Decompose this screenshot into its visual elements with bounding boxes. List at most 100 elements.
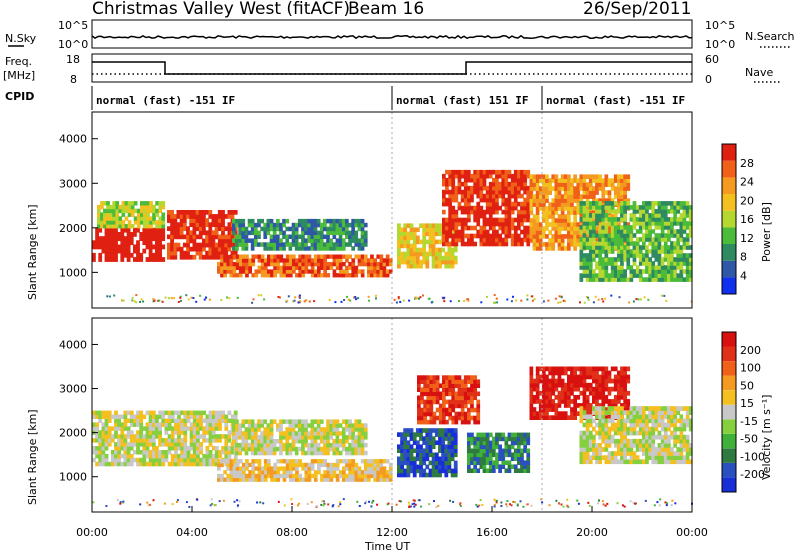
- heatmap-cell: [576, 382, 581, 388]
- heatmap-cell: [595, 230, 599, 235]
- heatmap-cell: [623, 374, 627, 380]
- heatmap-cell: [473, 225, 477, 231]
- heatmap-cell: [592, 273, 596, 278]
- heatmap-cell: [620, 390, 624, 396]
- heatmap-cell: [291, 435, 296, 440]
- heatmap-cell: [180, 453, 185, 459]
- heatmap-cell: [263, 442, 268, 448]
- heatmap-cell: [598, 366, 602, 372]
- heatmap-cell: [412, 432, 417, 437]
- heatmap-cell: [613, 237, 618, 242]
- heatmap-cell: [592, 210, 596, 215]
- heatmap-cell: [363, 222, 368, 228]
- heatmap-cell: [623, 370, 627, 376]
- heatmap-cell: [363, 242, 368, 247]
- heatmap-cell: [148, 244, 153, 250]
- heatmap-cell: [470, 233, 474, 239]
- heatmap-cell: [192, 457, 197, 463]
- heatmap-cell: [601, 277, 606, 282]
- heatmap-cell: [473, 395, 477, 401]
- nsearch-label: N.Search: [745, 30, 795, 43]
- heatmap-cell: [626, 378, 631, 384]
- heatmap-cell: [438, 223, 442, 228]
- heatmap-cell: [592, 178, 596, 183]
- heatmap-cell: [294, 242, 299, 247]
- heatmap-cell: [442, 189, 446, 195]
- heatmap-cell: [682, 245, 687, 250]
- heatmap-cell: [485, 237, 490, 243]
- heatmap-cell: [592, 301, 595, 304]
- heatmap-cell: [585, 451, 590, 456]
- heatmap-cell: [495, 205, 499, 211]
- heatmap-cell: [196, 457, 200, 463]
- heatmap-cell: [542, 395, 546, 400]
- heatmap-cell: [529, 210, 534, 215]
- heatmap-cell: [438, 411, 443, 417]
- heatmap-cell: [106, 295, 109, 298]
- heatmap-cell: [285, 269, 290, 274]
- heatmap-cell: [313, 439, 318, 444]
- heatmap-cell: [292, 473, 296, 479]
- heatmap-cell: [538, 202, 543, 207]
- heatmap-cell: [319, 450, 324, 456]
- heatmap-cell: [447, 251, 452, 257]
- heatmap-cell: [115, 216, 120, 221]
- heatmap-cell: [506, 298, 509, 301]
- heatmap-cell: [167, 414, 172, 419]
- heatmap-cell: [545, 234, 549, 239]
- heatmap-cell: [133, 442, 137, 447]
- heatmap-cell: [579, 174, 584, 179]
- heatmap-cell: [488, 452, 493, 458]
- heatmap-cell: [351, 473, 356, 479]
- heatmap-cell: [448, 221, 452, 227]
- heatmap-cell: [588, 213, 593, 218]
- heatmap-cell: [208, 453, 213, 459]
- heatmap-cell: [273, 470, 277, 475]
- heatmap-cell: [467, 193, 471, 199]
- heatmap-cell: [485, 444, 490, 450]
- heatmap-cell: [470, 399, 474, 405]
- heatmap-cell: [428, 460, 433, 466]
- heatmap-cell: [323, 446, 327, 452]
- heatmap-cell: [208, 461, 213, 467]
- ytick-label: 1000: [59, 266, 87, 279]
- heatmap-cell: [279, 446, 283, 452]
- heatmap-cell: [235, 446, 239, 452]
- heatmap-cell: [241, 242, 246, 247]
- heatmap-cell: [247, 442, 252, 448]
- heatmap-cell: [551, 206, 556, 211]
- heatmap-cell: [679, 273, 684, 278]
- heatmap-cell: [223, 269, 227, 274]
- heatmap-cell: [645, 201, 649, 206]
- heatmap-cell: [620, 198, 624, 203]
- heatmap-cell: [688, 245, 693, 250]
- heatmap-cell: [288, 226, 293, 232]
- heatmap-cell: [238, 269, 243, 274]
- heatmap-cell: [673, 229, 677, 234]
- heatmap-cell: [301, 242, 305, 247]
- heatmap-cell: [341, 226, 346, 232]
- heatmap-cell: [513, 229, 518, 235]
- heatmap-cell: [501, 225, 506, 231]
- heatmap-cell: [189, 438, 194, 443]
- heatmap-cell: [95, 422, 99, 427]
- heatmap-cell: [294, 450, 299, 456]
- heatmap-cell: [617, 382, 621, 388]
- heatmap-cell: [409, 452, 414, 458]
- heatmap-cell: [338, 459, 343, 464]
- heatmap-cell: [604, 222, 609, 227]
- heatmap-cell: [617, 249, 621, 254]
- heatmap-cell: [205, 457, 210, 463]
- heatmap-cell: [420, 415, 424, 421]
- heatmap-cell: [442, 395, 446, 401]
- heatmap-cell: [297, 419, 302, 424]
- heatmap-cell: [513, 177, 518, 183]
- heatmap-cell: [174, 450, 178, 455]
- heatmap-cell: [582, 213, 587, 218]
- heatmap-cell: [417, 375, 421, 380]
- heatmap-cell: [470, 241, 474, 247]
- heatmap-cell: [335, 258, 340, 263]
- heatmap-cell: [467, 299, 470, 302]
- heatmap-cell: [107, 414, 112, 419]
- heatmap-cell: [629, 205, 634, 210]
